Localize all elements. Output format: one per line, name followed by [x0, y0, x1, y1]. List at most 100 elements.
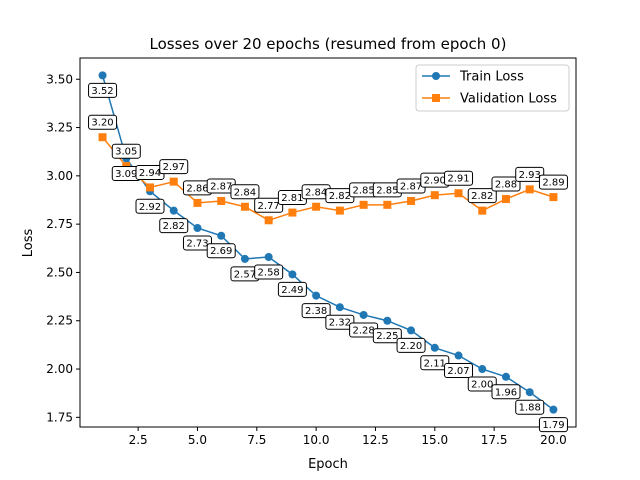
data-label-box — [277, 281, 307, 297]
legend-item: Train Loss — [422, 70, 524, 85]
x-tick-label: 5.0 — [188, 433, 207, 447]
data-label-text: 3.09 — [115, 169, 137, 180]
data-label-text: 2.90 — [424, 176, 446, 187]
data-point — [98, 71, 107, 80]
data-label-text: 2.84 — [234, 187, 256, 198]
data-label: 3.20 — [88, 114, 118, 130]
data-label-text: 1.88 — [519, 403, 541, 414]
data-label-box — [467, 376, 497, 392]
data-label-text: 2.86 — [186, 183, 208, 194]
data-label-text: 2.49 — [281, 285, 303, 296]
data-label: 2.92 — [135, 198, 165, 214]
data-label-text: 2.81 — [281, 193, 303, 204]
data-label-text: 2.87 — [400, 181, 422, 192]
data-label-text: 2.97 — [163, 162, 185, 173]
data-label: 2.00 — [467, 376, 497, 392]
data-label-text: 2.93 — [519, 170, 541, 181]
data-label-text: 2.00 — [471, 380, 493, 391]
series-0 — [98, 71, 558, 414]
data-label-box — [159, 218, 189, 234]
data-label-box — [491, 176, 521, 192]
y-axis-label: Loss — [21, 229, 36, 258]
data-point — [407, 326, 416, 335]
data-label-text: 1.79 — [542, 420, 564, 431]
x-tick-label: 2.5 — [129, 433, 148, 447]
x-axis: 2.5 5.0 7.5 10.0 12.5 15.0 17.5 20.0 — [129, 427, 567, 447]
data-point — [430, 191, 439, 200]
data-label-box — [182, 235, 212, 251]
data-point — [240, 202, 249, 211]
data-point — [217, 196, 226, 205]
data-label: 1.79 — [538, 417, 568, 433]
data-label-box — [135, 198, 165, 214]
data-point — [312, 202, 321, 211]
data-point — [525, 388, 534, 397]
data-label-text: 2.58 — [258, 267, 280, 278]
data-label-text: 2.38 — [305, 306, 327, 317]
data-label: 2.82 — [159, 218, 189, 234]
data-label-text: 2.91 — [447, 174, 469, 185]
legend-marker — [432, 72, 440, 80]
data-label-text: 2.57 — [234, 269, 256, 280]
data-label-text: 2.82 — [471, 191, 493, 202]
data-label-text: 2.25 — [376, 331, 398, 342]
data-label: 1.88 — [515, 399, 545, 415]
y-tick-label: 2.75 — [46, 217, 73, 231]
data-label-text: 2.32 — [329, 318, 351, 329]
data-point — [264, 216, 273, 225]
y-tick-label: 1.75 — [46, 410, 73, 424]
data-point — [335, 303, 344, 312]
data-point — [193, 224, 202, 233]
data-label-text: 2.84 — [305, 187, 327, 198]
data-label-text: 2.85 — [352, 185, 374, 196]
y-tick-label: 2.25 — [46, 314, 73, 328]
data-point — [359, 310, 368, 319]
data-point — [383, 200, 392, 209]
data-point — [335, 206, 344, 215]
data-label-text: 2.11 — [424, 358, 446, 369]
data-label-text: 2.89 — [542, 178, 564, 189]
data-point — [217, 231, 226, 240]
x-tick-label: 7.5 — [247, 433, 266, 447]
data-point — [169, 177, 178, 186]
data-label-text: 3.52 — [91, 86, 113, 97]
data-label-text: 2.28 — [352, 325, 374, 336]
data-label-text: 2.07 — [447, 366, 469, 377]
data-label-text: 2.77 — [258, 201, 280, 212]
data-label: 2.25 — [372, 328, 402, 344]
data-label: 2.97 — [159, 159, 189, 175]
data-label-box — [467, 188, 497, 204]
y-tick-label: 3.25 — [46, 121, 73, 135]
x-tick-label: 15.0 — [421, 433, 448, 447]
data-label: 2.84 — [230, 184, 260, 200]
data-label: 2.20 — [396, 337, 426, 353]
data-label-box — [491, 384, 521, 400]
legend-frame — [415, 64, 570, 112]
data-label: 2.82 — [467, 188, 497, 204]
series-layer — [98, 71, 558, 414]
data-label-box — [159, 159, 189, 175]
data-label: 3.05 — [111, 143, 141, 159]
data-label-box — [515, 399, 545, 415]
data-point — [478, 206, 487, 215]
data-label: 2.85 — [349, 182, 379, 198]
y-tick-label: 3.50 — [46, 72, 73, 86]
data-point — [264, 252, 273, 261]
data-label: 3.52 — [88, 82, 118, 98]
data-point — [454, 351, 463, 360]
data-label-text: 2.94 — [139, 168, 161, 179]
data-label: 2.38 — [301, 303, 331, 319]
x-tick-label: 12.5 — [362, 433, 389, 447]
data-label-box — [396, 337, 426, 353]
y-axis: 1.75 2.00 2.25 2.50 2.75 3.00 3.25 3.50 — [46, 72, 80, 424]
data-point — [288, 270, 297, 279]
data-label-box — [111, 143, 141, 159]
data-label-text: 2.85 — [376, 185, 398, 196]
y-tick-label: 2.00 — [46, 362, 73, 376]
data-point — [549, 405, 558, 414]
data-label-box — [230, 184, 260, 200]
y-tick-label: 2.50 — [46, 265, 73, 279]
data-label-text: 2.20 — [400, 341, 422, 352]
data-point — [525, 185, 534, 194]
